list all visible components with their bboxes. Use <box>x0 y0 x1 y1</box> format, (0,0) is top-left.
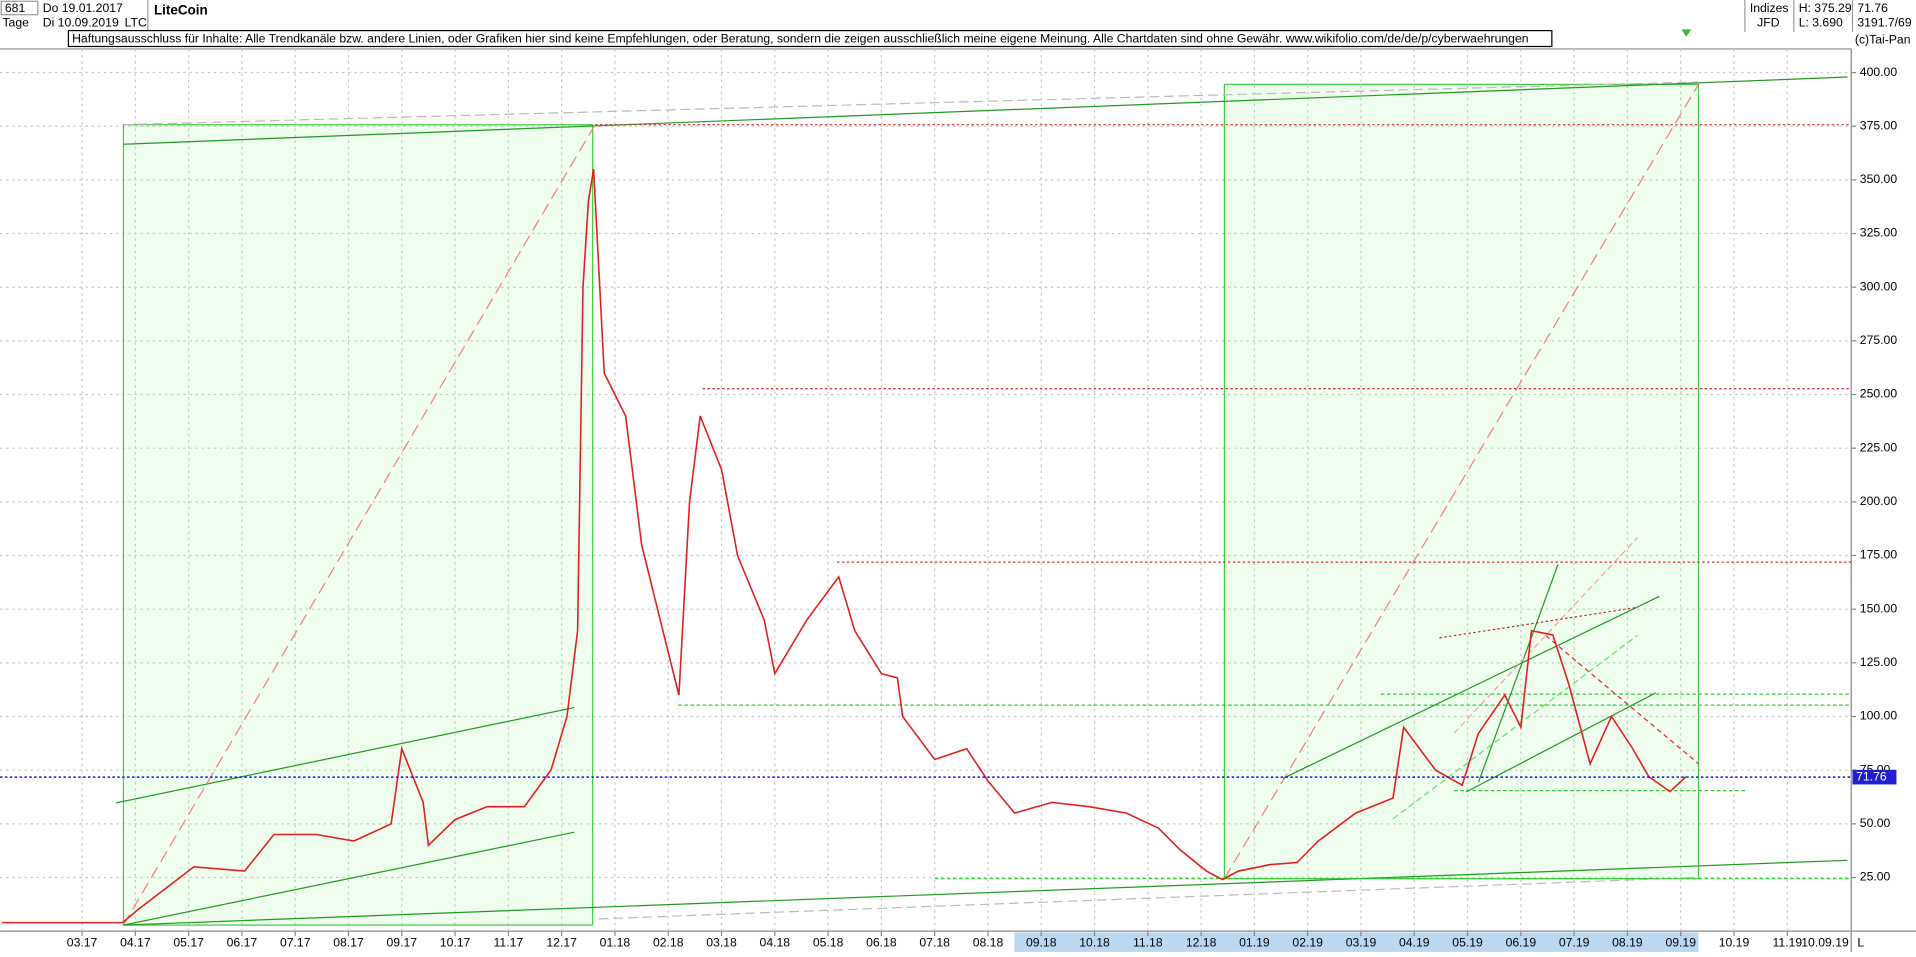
x-tick-label: 09.18 <box>1026 936 1057 950</box>
y-tick-label: 175.00 <box>1860 548 1898 562</box>
x-tick-label: 01.18 <box>600 936 631 950</box>
disclaimer-box <box>67 29 1553 48</box>
x-tick-label: 05.18 <box>813 936 844 950</box>
x-tick-label: 10.19 <box>1719 936 1750 950</box>
x-tick-label: 08.19 <box>1612 936 1643 950</box>
unit[interactable]: Tage <box>2 15 29 29</box>
x-tick-label: 05.17 <box>173 936 204 950</box>
y-tick-label: 50.00 <box>1860 816 1891 830</box>
counter: 3191.7/69 <box>1857 15 1912 29</box>
x-tick-label: 02.19 <box>1292 936 1323 950</box>
channel <box>1545 634 1699 765</box>
trend-line <box>598 876 1699 920</box>
price-line <box>2 169 1687 924</box>
x-tick-label: 12.18 <box>1186 936 1217 950</box>
y-tick-label: 250.00 <box>1860 387 1898 401</box>
x-tick-label: 02.18 <box>653 936 684 950</box>
start-date: Do 19.01.2017 <box>43 1 123 15</box>
y-tick-label: 225.00 <box>1860 440 1898 454</box>
channel <box>123 831 575 926</box>
channel <box>1439 606 1638 639</box>
symbol: LTC <box>125 15 147 29</box>
x-tick-label: 07.17 <box>280 936 311 950</box>
trend-line <box>123 859 1848 926</box>
end-date-label: 10.09.19 <box>1801 936 1849 950</box>
x-tick-label: 01.19 <box>1239 936 1270 950</box>
x-tick-label: 06.18 <box>866 936 897 950</box>
low: L: 3.690 <box>1799 15 1843 29</box>
x-tick-label: 06.17 <box>227 936 258 950</box>
last-price-box <box>1852 769 1897 785</box>
end-date: Di 10.09.2019 <box>43 15 119 29</box>
last-price: 71.76 <box>1857 1 1888 15</box>
channel <box>1453 537 1638 734</box>
source: JFD <box>1757 15 1780 29</box>
y-tick-label: 100.00 <box>1860 709 1898 723</box>
x-tick-label: 09.17 <box>387 936 418 950</box>
x-axis-highlight <box>1014 932 1699 952</box>
y-tick-label: 375.00 <box>1860 118 1898 132</box>
x-tick-label: 12.17 <box>546 936 577 950</box>
channel <box>1477 564 1559 783</box>
x-tick-label: 04.19 <box>1399 936 1430 950</box>
y-tick-label: 300.00 <box>1860 279 1898 293</box>
period: 681 <box>5 1 26 15</box>
x-tick-label: 11.19 <box>1772 936 1802 950</box>
market: Indizes <box>1750 1 1789 15</box>
chart-title: LiteCoin <box>154 3 208 18</box>
x-tick-label: 03.19 <box>1346 936 1377 950</box>
x-tick-label: 07.18 <box>919 936 950 950</box>
x-tick-label: 08.18 <box>973 936 1004 950</box>
channel <box>1282 595 1660 779</box>
x-tick-label: 05.19 <box>1452 936 1483 950</box>
trend-line <box>123 76 1848 145</box>
x-tick-label: 11.18 <box>1133 936 1163 950</box>
y-tick-label: 25.00 <box>1860 870 1891 884</box>
period-box[interactable] <box>0 0 39 16</box>
high: H: 375.29 <box>1799 1 1852 15</box>
x-tick-label: 09.19 <box>1665 936 1696 950</box>
x-tick-label: 08.17 <box>333 936 364 950</box>
diagonal <box>1223 84 1700 879</box>
channel <box>1466 692 1657 793</box>
copyright: (c)Tai-Pan <box>1855 33 1911 47</box>
last-price-label: 71.76 <box>1856 769 1887 783</box>
y-tick-label: 150.00 <box>1860 601 1898 615</box>
y-tick-label: 200.00 <box>1860 494 1898 508</box>
annotations <box>115 29 1852 926</box>
x-tick-label: 04.18 <box>760 936 791 950</box>
corner-label: L <box>1857 936 1864 950</box>
diagonal <box>122 124 596 926</box>
channel <box>1392 634 1638 820</box>
y-tick-label: 400.00 <box>1860 65 1898 79</box>
marker <box>1681 29 1692 37</box>
x-tick-label: 10.17 <box>440 936 471 950</box>
disclaimer: Haftungsausschluss für Inhalte: Alle Tre… <box>72 31 1528 45</box>
x-tick-label: 04.17 <box>120 936 151 950</box>
channel <box>115 706 575 804</box>
trend-line <box>123 81 1699 126</box>
y-tick-label: 275.00 <box>1860 333 1898 347</box>
y-tick-label: 125.00 <box>1860 655 1898 669</box>
x-tick-label: 07.19 <box>1559 936 1590 950</box>
x-tick-label: 06.19 <box>1506 936 1537 950</box>
x-tick-label: 03.18 <box>706 936 737 950</box>
x-tick-label: 03.17 <box>67 936 98 950</box>
y-tick-label: 325.00 <box>1860 226 1898 240</box>
x-tick-label: 11.17 <box>494 936 524 950</box>
x-tick-label: 10.18 <box>1079 936 1110 950</box>
y-tick-label: 350.00 <box>1860 172 1898 186</box>
